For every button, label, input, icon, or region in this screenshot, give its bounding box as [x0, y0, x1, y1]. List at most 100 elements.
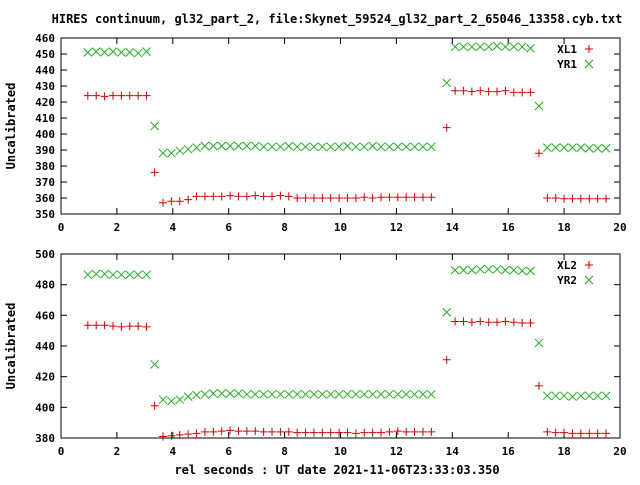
- panel2-yr2-point: [593, 391, 602, 401]
- panel1-yr1-point: [91, 47, 101, 56]
- panel1-x-tick-label: 14: [446, 221, 460, 234]
- panel2-y-tick-label: 420: [35, 371, 55, 384]
- panel2-xl2-point: [568, 429, 577, 438]
- panel1-x-tick-label: 12: [390, 221, 403, 234]
- panel2-xl2-point: [159, 432, 168, 441]
- panel2-x-tick-label: 12: [390, 445, 403, 458]
- panel2-yr2-point: [108, 270, 118, 280]
- panel1-yr1-point: [351, 142, 361, 152]
- panel2-xl2-point: [309, 428, 318, 437]
- panel2-xl2-point: [467, 318, 476, 327]
- panel2-yr2-point: [385, 389, 394, 399]
- panel1-xl1-point: [343, 194, 352, 202]
- panel1-x-tick-label: 8: [281, 221, 288, 234]
- panel2-xl2-legend-label: XL2: [557, 259, 577, 272]
- panel2-y-tick-label: 380: [35, 432, 55, 445]
- panel2-yr2-legend-marker: [584, 275, 594, 285]
- panel1-xl1-point: [593, 194, 602, 203]
- panel1-xl1-point: [167, 197, 176, 206]
- panel2-yr2-point: [492, 264, 502, 274]
- panel1-xl1-legend-marker: [585, 45, 593, 53]
- panel2-yr2-point: [526, 266, 535, 276]
- panel2-yr2-point: [175, 395, 185, 405]
- panel1-xl1-point: [226, 191, 235, 200]
- panel2-xl2-point: [150, 401, 159, 410]
- panel2-yr2-point: [442, 307, 452, 317]
- panel2-x-tick-label: 18: [557, 445, 570, 458]
- panel1-yr1-point: [442, 78, 452, 88]
- panel2-xl2-point: [476, 317, 485, 326]
- panel2-yr2-point: [501, 265, 510, 275]
- panel1-yr1-point: [150, 121, 159, 131]
- panel2-xl2-point: [167, 431, 176, 440]
- panel1-xl1-point: [385, 193, 394, 202]
- panel2-y-tick-label: 400: [35, 401, 55, 414]
- panel1-yr1-point: [100, 48, 109, 57]
- panel1-y-axis-label: Uncalibrated: [4, 83, 18, 170]
- panel2-xl2-point: [393, 427, 402, 436]
- panel1-yr1-point: [584, 144, 594, 153]
- panel2-x-tick-label: 2: [114, 445, 121, 458]
- panel1-xl1-point: [377, 193, 386, 202]
- panel2-xl2-point: [442, 355, 451, 364]
- panel2-xl2-point: [377, 428, 386, 437]
- panel2-yr2-point: [125, 270, 135, 280]
- panel1-yr1-point: [517, 42, 527, 52]
- panel2-yr2-point: [359, 389, 369, 399]
- panel1-yr1-point: [117, 48, 126, 57]
- panel1-yr1-point: [559, 143, 569, 152]
- panel1-xl1-point: [134, 91, 143, 100]
- panel2-xl2-point: [402, 427, 411, 436]
- panel2-xl2-point: [368, 428, 377, 437]
- panel1-x-tick-label: 16: [502, 221, 516, 234]
- panel1-plot-frame: [60, 37, 621, 215]
- panel1-yr1-point: [343, 141, 352, 151]
- panel1-xl1-point: [276, 191, 285, 200]
- panel2-xl2-point: [484, 318, 493, 327]
- panel1-yr1-point: [359, 142, 369, 152]
- panel1-yr1-point: [192, 143, 201, 152]
- panel2-xl2-point: [585, 429, 594, 438]
- panel1-yr1-point: [317, 142, 327, 152]
- panel1-xl1-point: [326, 194, 335, 202]
- panel1-y-tick-label: 400: [35, 128, 55, 141]
- panel2-yr2-point: [426, 389, 436, 399]
- panel1-xl1-point: [268, 192, 277, 201]
- panel2-yr2-point: [217, 389, 227, 398]
- panel2-xl2-point: [293, 428, 302, 437]
- panel2-x-tick-label: 20: [613, 445, 626, 458]
- panel1-xl1-point: [125, 91, 134, 100]
- panel2-xl2-point: [209, 427, 218, 436]
- panel2-xl2-point: [284, 427, 293, 436]
- panel2-xl2-point: [335, 428, 344, 437]
- panel1-yr1-point: [526, 44, 535, 53]
- panel2-yr2-point: [559, 391, 569, 401]
- panel2-xl2-point: [242, 427, 251, 436]
- panel2-xl2-point: [560, 428, 569, 437]
- panel1-xl1-point: [351, 194, 360, 202]
- panel1-y-tick-label: 390: [35, 144, 55, 157]
- panel2-xl2-point: [217, 427, 226, 436]
- panel2-x-tick-label: 14: [446, 445, 460, 458]
- panel2-x-tick-label: 4: [169, 445, 176, 458]
- panel1-xl1-point: [585, 194, 594, 203]
- panel1-yr1-point: [292, 142, 302, 152]
- panel2-xl2-point: [259, 427, 268, 436]
- panel2-yr2-legend-label: YR2: [557, 274, 577, 287]
- panel1-x-tick-label: 10: [334, 221, 347, 234]
- panel2-xl2-point: [117, 322, 126, 331]
- panel1-yr1-point: [459, 42, 468, 52]
- x-axis-label: rel seconds : UT date 2021-11-06T23:33:0…: [174, 463, 499, 477]
- panel2-xl2-point: [493, 318, 502, 327]
- panel2-x-tick-label: 6: [225, 445, 232, 458]
- panel2-xl2-point: [108, 322, 117, 331]
- panel2-yr2-point: [459, 265, 468, 275]
- panel1-x-tick-label: 18: [557, 221, 570, 234]
- panel2-xl2-point: [234, 427, 243, 436]
- panel1-xl1-point: [501, 86, 510, 95]
- panel1-yr1-point: [167, 148, 176, 158]
- panel2-yr2-point: [484, 264, 493, 274]
- panel2-xl2-point: [526, 319, 535, 327]
- panel2-y-axis-label: Uncalibrated: [4, 303, 18, 390]
- panel1-xl1-point: [335, 194, 344, 202]
